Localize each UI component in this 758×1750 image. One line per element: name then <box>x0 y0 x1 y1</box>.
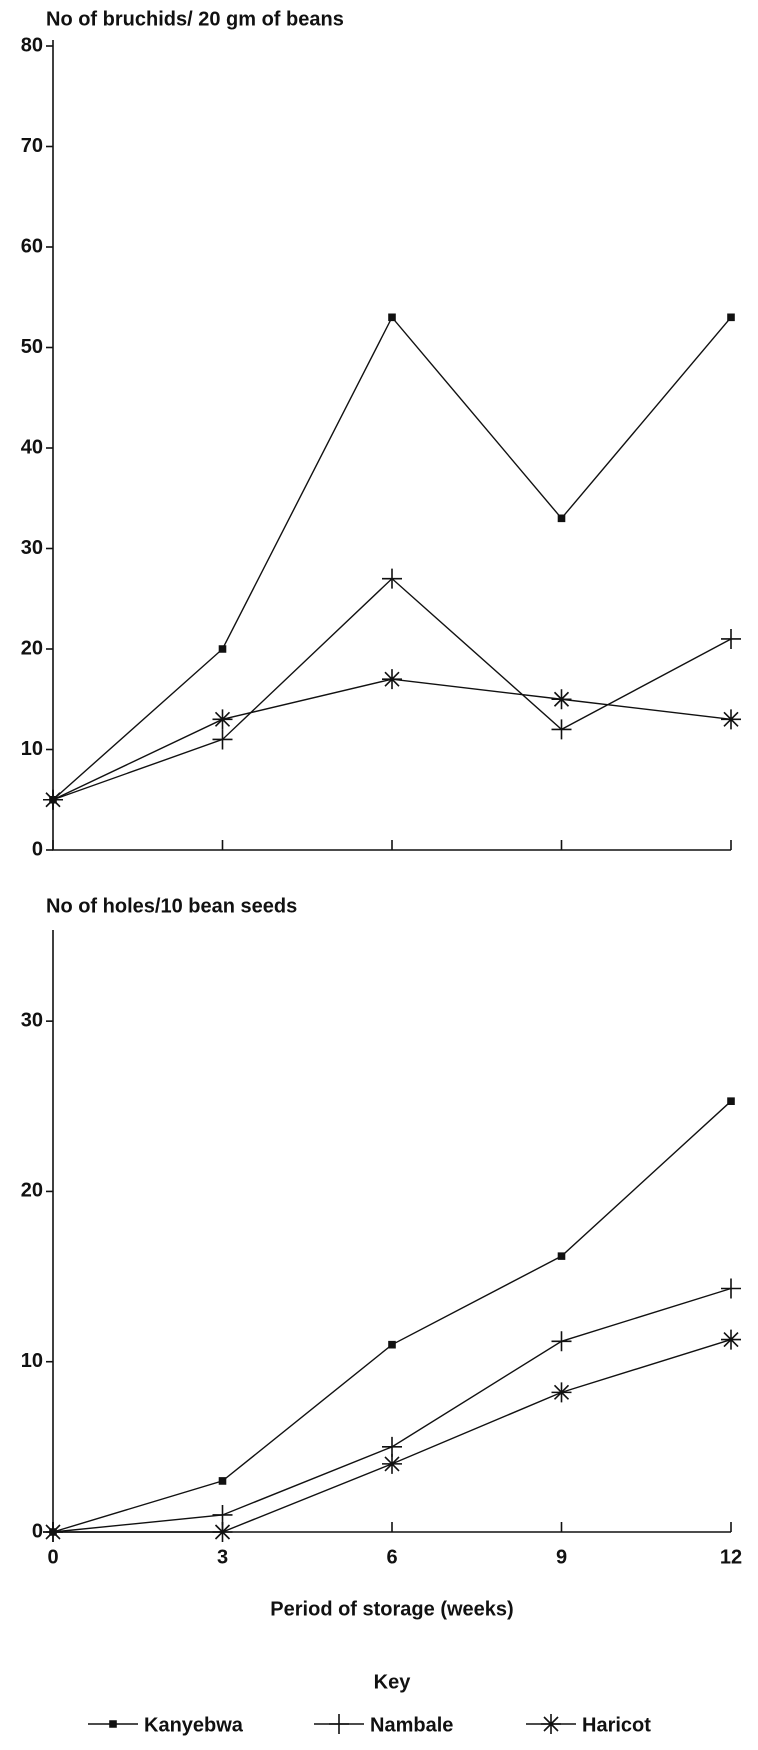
y-tick-label: 30 <box>21 1009 43 1031</box>
marker <box>212 709 233 730</box>
marker <box>721 709 741 730</box>
y-tick-label: 50 <box>21 336 43 358</box>
marker <box>218 645 227 653</box>
y-tick-label: 0 <box>32 838 43 860</box>
marker <box>212 1522 233 1542</box>
marker <box>557 1252 566 1260</box>
y-tick-label: 30 <box>21 537 43 559</box>
marker <box>721 1278 741 1299</box>
marker <box>382 1453 402 1474</box>
series-line <box>52 316 732 801</box>
marker <box>382 669 402 690</box>
marker <box>551 1382 572 1403</box>
x-tick-label: 9 <box>556 1546 567 1568</box>
marker <box>212 729 233 750</box>
chart-title: No of holes/10 bean seeds <box>46 895 297 917</box>
marker <box>382 1436 402 1457</box>
series-line <box>52 577 732 801</box>
marker <box>727 1097 735 1105</box>
y-tick-label: 70 <box>21 135 43 157</box>
marker <box>43 789 63 810</box>
y-tick-label: 80 <box>21 34 43 56</box>
legend-label: Nambale <box>370 1714 453 1736</box>
legend-title: Key <box>374 1671 412 1693</box>
marker <box>551 719 572 740</box>
marker <box>218 1477 227 1485</box>
y-tick-label: 20 <box>21 637 43 659</box>
series-line <box>52 678 732 801</box>
x-axis-label: Period of storage (weeks) <box>270 1598 513 1620</box>
marker <box>557 514 566 523</box>
y-tick-label: 10 <box>21 738 43 760</box>
marker <box>727 313 735 322</box>
legend-marker <box>329 1714 349 1734</box>
y-tick-label: 10 <box>21 1350 43 1372</box>
marker <box>212 1504 233 1525</box>
marker <box>721 1329 741 1350</box>
legend-label: Haricot <box>582 1714 651 1736</box>
axes <box>52 40 731 851</box>
y-tick-label: 60 <box>21 235 43 257</box>
series-line <box>53 1338 732 1533</box>
x-tick-label: 0 <box>47 1546 58 1568</box>
x-tick-label: 12 <box>720 1546 742 1568</box>
series-line <box>52 1287 732 1533</box>
x-tick-label: 3 <box>217 1546 228 1568</box>
marker <box>382 568 402 589</box>
y-tick-label: 20 <box>21 1180 43 1202</box>
marker <box>388 313 396 322</box>
legend-marker <box>541 1714 561 1734</box>
legend-label: Kanyebwa <box>144 1714 244 1736</box>
x-tick-label: 6 <box>386 1546 397 1568</box>
y-tick-label: 0 <box>32 1520 43 1542</box>
marker <box>43 1522 63 1542</box>
marker <box>388 1340 396 1349</box>
y-tick-label: 40 <box>21 436 43 458</box>
chart-title: No of bruchids/ 20 gm of beans <box>46 8 344 30</box>
marker <box>721 628 741 649</box>
marker <box>551 689 572 710</box>
legend-marker <box>109 1720 117 1728</box>
marker <box>551 1331 572 1352</box>
